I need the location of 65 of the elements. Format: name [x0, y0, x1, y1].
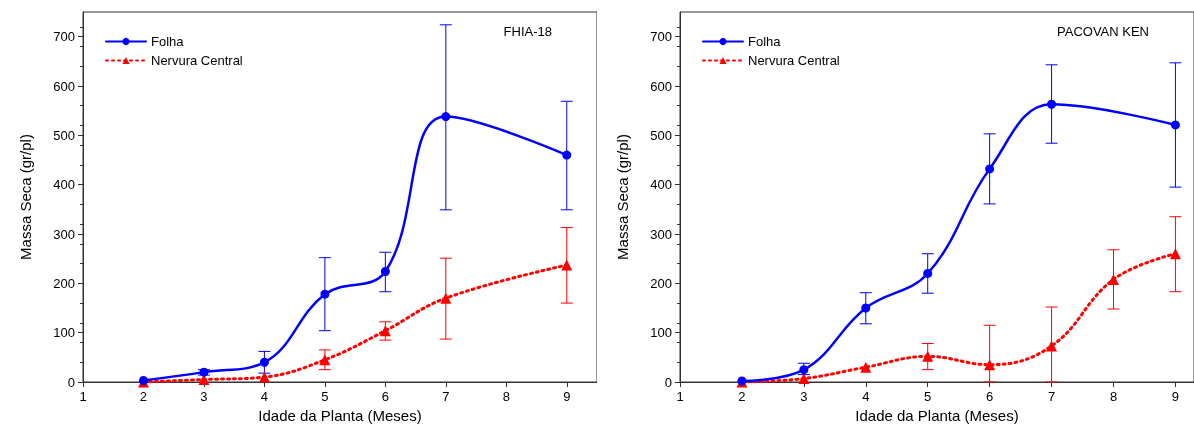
x-axis-title: Idade da Planta (Meses) [258, 406, 422, 424]
y-tick-label: 500 [53, 127, 75, 143]
x-tick-label: 4 [862, 389, 870, 404]
point [923, 268, 933, 278]
point [1170, 120, 1180, 130]
x-tick-label: 6 [381, 389, 389, 404]
point [320, 289, 330, 299]
y-tick-label: 700 [650, 29, 672, 45]
point [1169, 248, 1181, 260]
x-tick-label: 2 [738, 389, 746, 404]
y-tick-label: 0 [664, 374, 672, 390]
legend-label: Nervura Central [748, 53, 840, 68]
point [259, 357, 269, 367]
y-tick-label: 0 [67, 374, 75, 390]
x-tick-label: 9 [563, 389, 571, 404]
point [1047, 99, 1057, 109]
y-tick-label: 400 [53, 177, 75, 193]
x-tick-label: 4 [260, 389, 269, 404]
y-tick-label: 500 [650, 127, 672, 143]
y-tick-label: 400 [650, 177, 672, 193]
x-tick-label: 7 [442, 389, 450, 404]
point [984, 359, 996, 371]
point [258, 371, 270, 383]
point [319, 354, 331, 366]
x-axis-title: Idade da Planta (Meses) [855, 406, 1019, 424]
point [922, 350, 934, 362]
y-tick-label: 300 [53, 226, 75, 242]
y-axis-title: Massa Seca (gr/pl) [17, 134, 34, 260]
y-tick-label: 600 [53, 78, 75, 94]
x-tick-label: 8 [1109, 389, 1118, 404]
y-tick-label: 700 [53, 29, 75, 45]
point [561, 259, 573, 271]
legend-label: Folha [748, 34, 782, 49]
point [379, 325, 391, 337]
y-tick-label: 200 [53, 275, 75, 291]
text: PACOVAN KEN [1057, 24, 1149, 39]
x-tick-label: 1 [79, 389, 87, 404]
y-tick-label: 300 [650, 226, 672, 242]
legend-label: Folha [151, 34, 185, 49]
y-tick-label: 100 [53, 325, 75, 341]
x-tick-label: 6 [986, 389, 994, 404]
legend-label: Nervura Central [151, 53, 243, 68]
x-tick-label: 8 [502, 389, 510, 404]
point [562, 150, 572, 160]
x-tick-label: 5 [321, 389, 329, 404]
point [861, 303, 871, 313]
y-tick-label: 600 [650, 78, 672, 94]
point [1046, 340, 1058, 352]
point [441, 112, 451, 122]
point [440, 292, 452, 304]
point [860, 361, 872, 373]
x-tick-label: 9 [1171, 389, 1180, 404]
x-tick-label: 3 [800, 389, 808, 404]
y-axis-title: Massa Seca (gr/pl) [614, 134, 631, 260]
y-tick-label: 200 [650, 275, 672, 291]
y-tick-label: 100 [650, 325, 672, 341]
x-tick-label: 7 [1047, 389, 1056, 404]
point [380, 267, 390, 276]
point [985, 164, 995, 174]
x-tick-label: 3 [200, 389, 208, 404]
x-tick-label: 1 [676, 389, 684, 404]
x-tick-label: 2 [139, 389, 148, 404]
x-tick-label: 5 [924, 389, 932, 404]
text: FHIA-18 [503, 24, 553, 39]
point [798, 373, 810, 385]
